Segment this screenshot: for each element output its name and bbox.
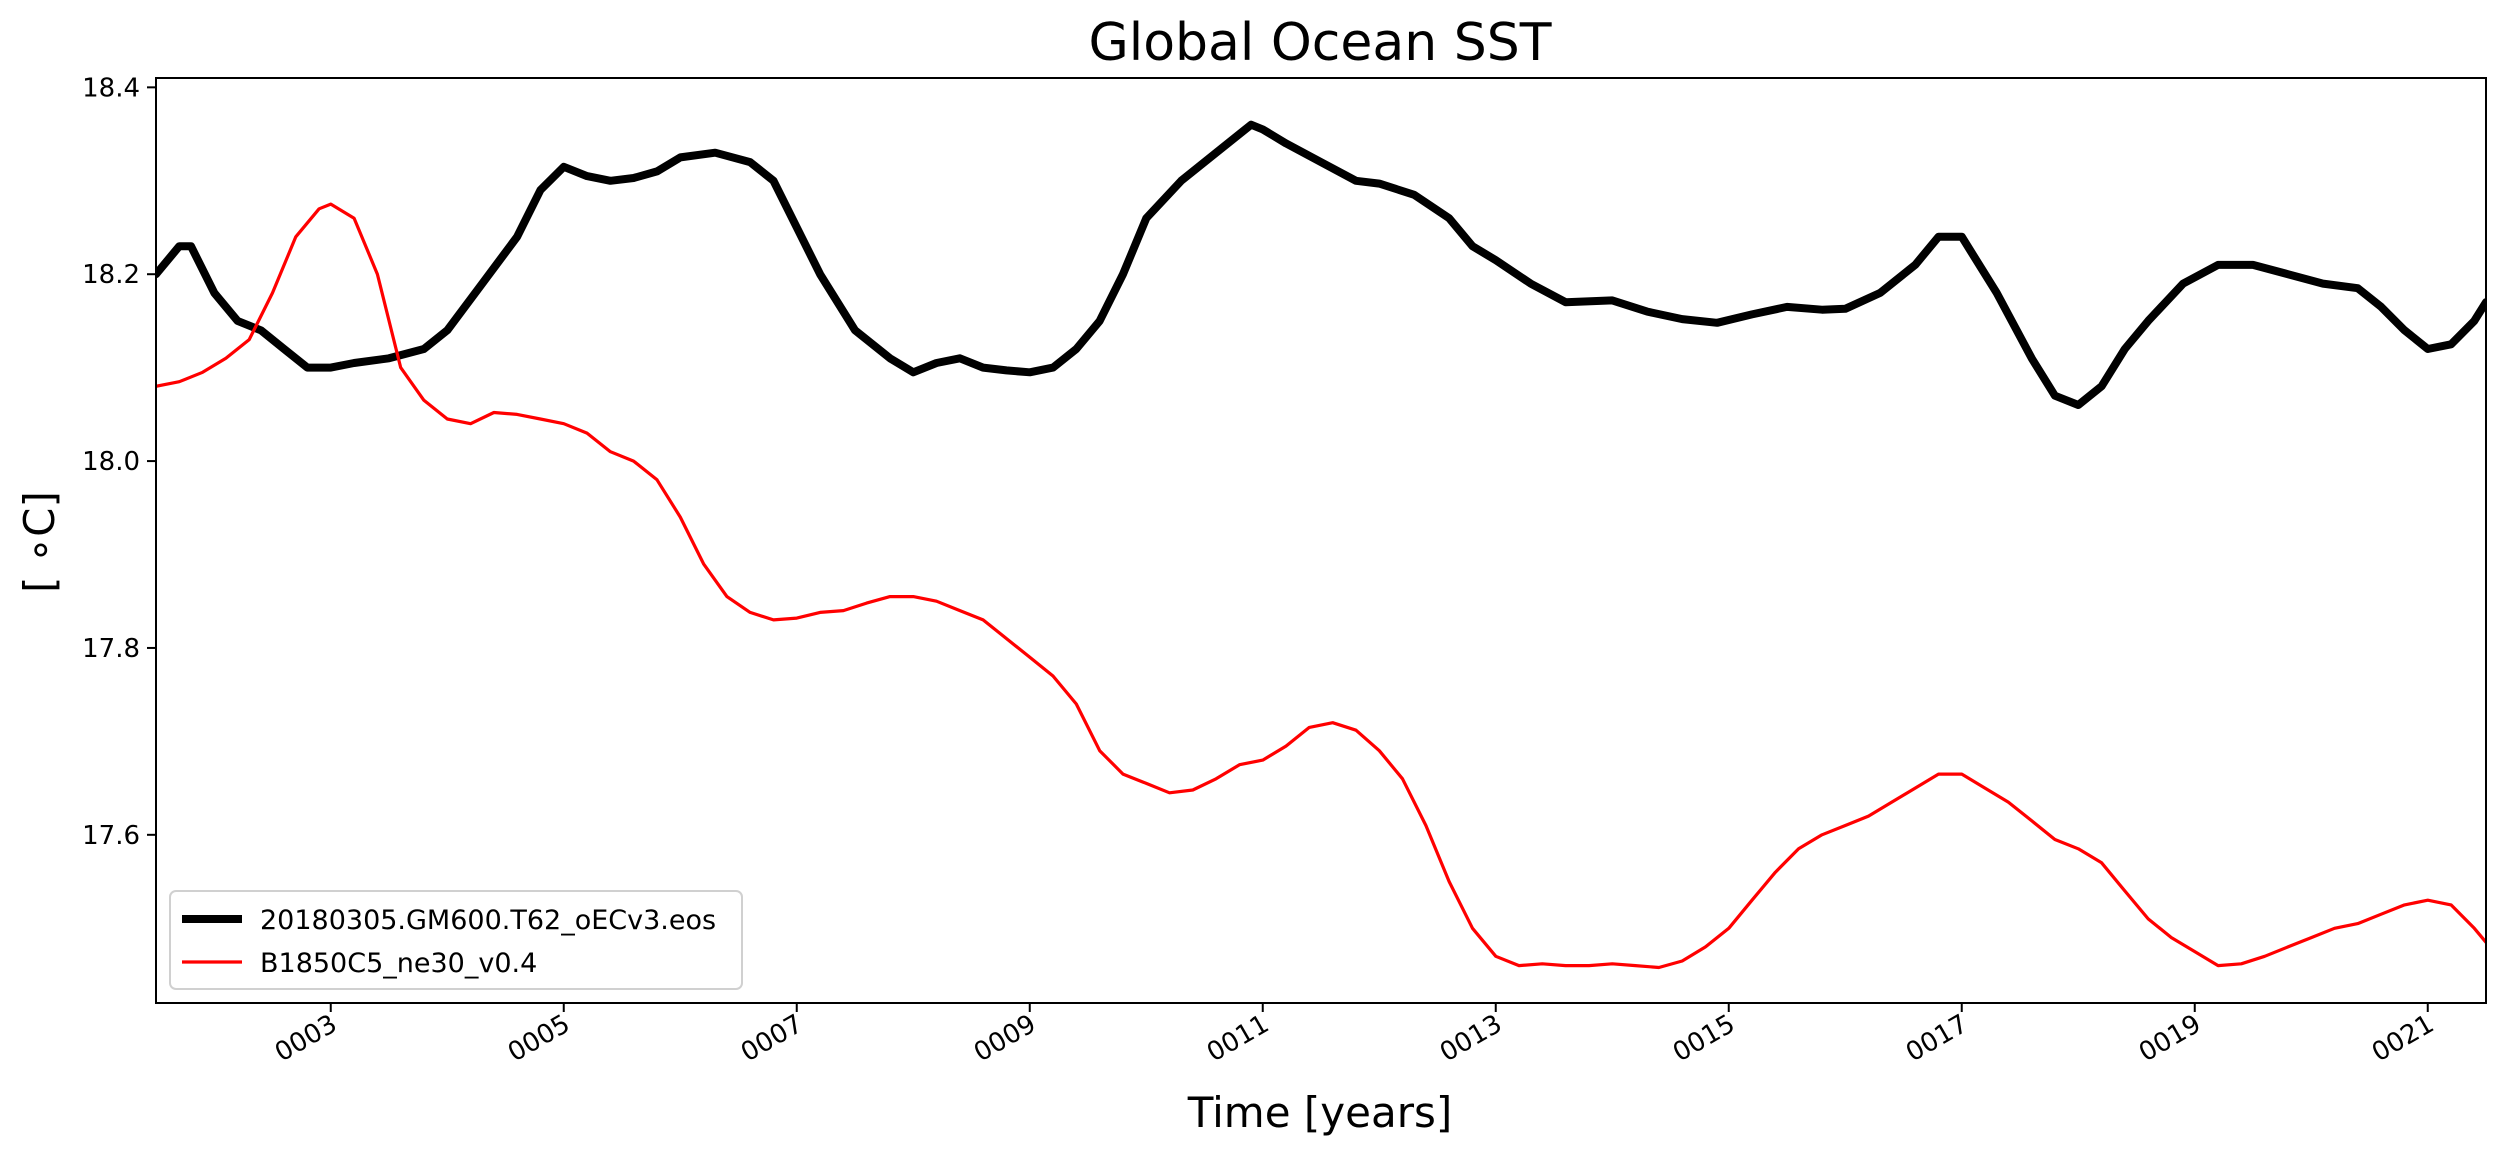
legend-box [169, 890, 743, 990]
y-tick-label: 18.0 [82, 447, 140, 477]
legend-label-2: B1850C5_ne30_v0.4 [260, 948, 537, 979]
y-tick-label: 17.8 [82, 634, 140, 664]
x-tick-label: 0017 [1901, 1009, 1973, 1068]
plot-frame [155, 77, 2487, 1004]
x-tick-label: 0005 [503, 1009, 575, 1068]
legend-label-1: 20180305.GM600.T62_oECv3.eos [260, 905, 716, 936]
x-tick-label: 0019 [2134, 1009, 2206, 1068]
x-tick-label: 0011 [1202, 1009, 1274, 1068]
legend: 20180305.GM600.T62_oECv3.eos B1850C5_ne30… [169, 890, 743, 990]
series-layer [156, 120, 2486, 970]
chart-title: Global Ocean SST [1088, 13, 1551, 73]
y-tick-label: 18.4 [82, 73, 140, 103]
x-tick-label: 0007 [736, 1009, 808, 1068]
series-line-1 [156, 120, 2486, 409]
y-tick-label: 17.6 [82, 821, 140, 851]
x-axis-label: Time [years] [1187, 1088, 1453, 1137]
y-axis-label: [ ∘C] [15, 491, 64, 593]
x-tick-label: 0021 [2367, 1009, 2439, 1068]
x-tick-label: 0009 [969, 1009, 1041, 1068]
x-tick-label: 0003 [270, 1009, 342, 1068]
series-line-2 [156, 202, 2486, 970]
x-tick-label: 0015 [1668, 1009, 1740, 1068]
x-tick-label: 0013 [1435, 1009, 1507, 1068]
y-tick-label: 18.2 [82, 260, 140, 290]
